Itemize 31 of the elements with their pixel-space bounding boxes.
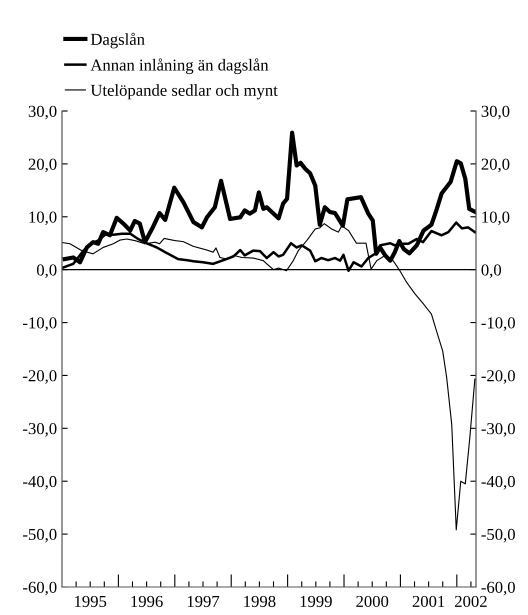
y-tick-label: -50,0 <box>23 528 57 542</box>
y-tick-label: 10,0 <box>29 211 57 226</box>
x-tick-label: 2000 <box>356 596 388 608</box>
y2-tick-label: -60,0 <box>481 582 515 596</box>
legend-label: Utelöpande sedlar och mynt <box>90 84 278 100</box>
y2-tick-label: -10,0 <box>481 317 515 331</box>
x-tick-label: 1995 <box>75 596 106 608</box>
x-tick-label: 2002 <box>454 596 487 608</box>
y-tick-label: 0,0 <box>36 264 57 278</box>
y-tick-label: -60,0 <box>23 582 57 596</box>
y-tick-label: 30,0 <box>28 106 57 120</box>
y-tick-label: -20,0 <box>23 370 57 384</box>
y-tick-label: 20,0 <box>28 158 57 172</box>
y2-tick-label: 10,0 <box>482 211 510 226</box>
y2-tick-label: -40,0 <box>481 476 515 490</box>
y2-tick-label: -50,0 <box>481 528 515 542</box>
x-tick-label: 2001 <box>412 596 444 608</box>
x-tick-label: 1998 <box>244 596 276 608</box>
y-tick-label: -40,0 <box>23 476 57 490</box>
y2-tick-label: 30,0 <box>482 106 510 120</box>
y2-tick-label: -30,0 <box>481 423 515 437</box>
legend-label: Annan inlåning än dagslån <box>90 58 268 74</box>
y2-tick-label: 20,0 <box>482 158 510 172</box>
x-tick-label: 1999 <box>300 596 332 608</box>
y2-tick-label: -20,0 <box>481 370 515 384</box>
x-tick-label: 1997 <box>188 596 220 608</box>
y-tick-label: -30,0 <box>23 423 57 437</box>
legend-label: Dagslån <box>90 32 145 48</box>
y2-tick-label: 0,0 <box>481 264 502 278</box>
y-tick-label: -10,0 <box>23 317 57 331</box>
x-tick-label: 1996 <box>131 596 163 608</box>
